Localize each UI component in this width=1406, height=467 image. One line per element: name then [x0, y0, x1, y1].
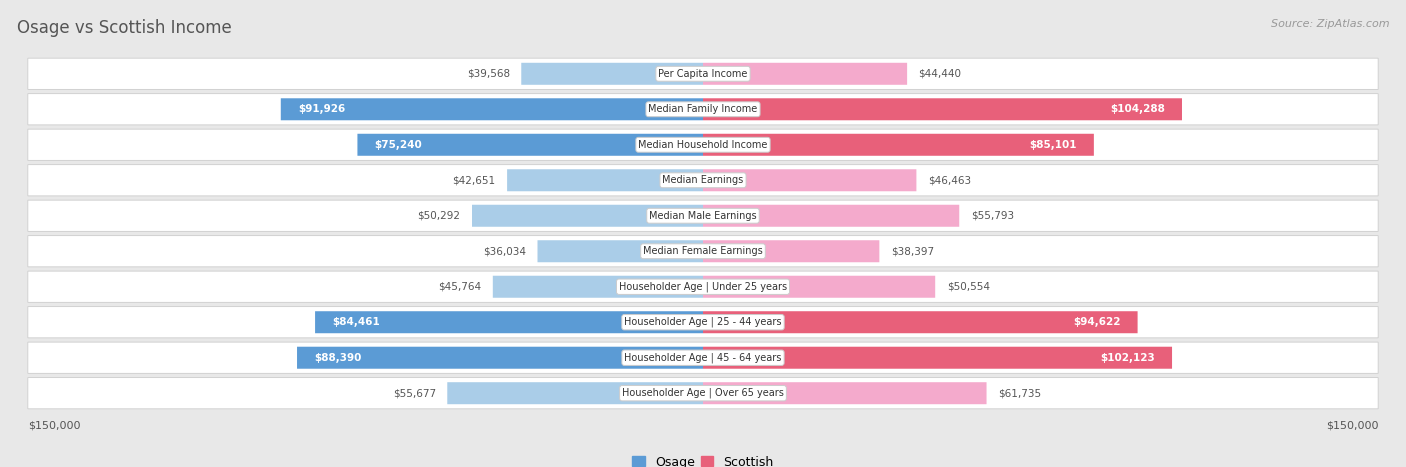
Text: Per Capita Income: Per Capita Income: [658, 69, 748, 79]
FancyBboxPatch shape: [28, 236, 1378, 267]
Text: $150,000: $150,000: [28, 421, 80, 431]
FancyBboxPatch shape: [508, 169, 703, 191]
FancyBboxPatch shape: [703, 240, 879, 262]
Text: $55,793: $55,793: [970, 211, 1014, 221]
Text: Median Earnings: Median Earnings: [662, 175, 744, 185]
FancyBboxPatch shape: [28, 378, 1378, 409]
Text: Source: ZipAtlas.com: Source: ZipAtlas.com: [1271, 19, 1389, 28]
FancyBboxPatch shape: [703, 169, 917, 191]
FancyBboxPatch shape: [28, 58, 1378, 89]
FancyBboxPatch shape: [28, 129, 1378, 160]
Text: Householder Age | Over 65 years: Householder Age | Over 65 years: [621, 388, 785, 398]
FancyBboxPatch shape: [28, 200, 1378, 231]
FancyBboxPatch shape: [703, 63, 907, 85]
Legend: Osage, Scottish: Osage, Scottish: [633, 456, 773, 467]
Text: $61,735: $61,735: [998, 388, 1042, 398]
FancyBboxPatch shape: [703, 276, 935, 298]
Text: Householder Age | Under 25 years: Householder Age | Under 25 years: [619, 282, 787, 292]
FancyBboxPatch shape: [537, 240, 703, 262]
Text: $36,034: $36,034: [484, 246, 526, 256]
Text: $85,101: $85,101: [1029, 140, 1077, 150]
FancyBboxPatch shape: [297, 347, 703, 369]
FancyBboxPatch shape: [28, 307, 1378, 338]
FancyBboxPatch shape: [315, 311, 703, 333]
Text: $94,622: $94,622: [1073, 317, 1121, 327]
FancyBboxPatch shape: [703, 311, 1137, 333]
FancyBboxPatch shape: [28, 342, 1378, 373]
Text: Osage vs Scottish Income: Osage vs Scottish Income: [17, 19, 232, 37]
Text: Median Male Earnings: Median Male Earnings: [650, 211, 756, 221]
Text: $150,000: $150,000: [1326, 421, 1378, 431]
FancyBboxPatch shape: [447, 382, 703, 404]
Text: Median Female Earnings: Median Female Earnings: [643, 246, 763, 256]
Text: Median Household Income: Median Household Income: [638, 140, 768, 150]
Text: $39,568: $39,568: [467, 69, 510, 79]
Text: $102,123: $102,123: [1099, 353, 1154, 363]
Text: $75,240: $75,240: [374, 140, 422, 150]
Text: $44,440: $44,440: [918, 69, 962, 79]
Text: $42,651: $42,651: [453, 175, 496, 185]
Text: $50,554: $50,554: [946, 282, 990, 292]
FancyBboxPatch shape: [494, 276, 703, 298]
Text: $45,764: $45,764: [439, 282, 481, 292]
Text: $88,390: $88,390: [315, 353, 361, 363]
FancyBboxPatch shape: [357, 134, 703, 156]
FancyBboxPatch shape: [28, 94, 1378, 125]
Text: $84,461: $84,461: [332, 317, 380, 327]
Text: $55,677: $55,677: [392, 388, 436, 398]
FancyBboxPatch shape: [28, 271, 1378, 302]
FancyBboxPatch shape: [281, 98, 703, 120]
FancyBboxPatch shape: [522, 63, 703, 85]
Text: $104,288: $104,288: [1109, 104, 1164, 114]
FancyBboxPatch shape: [703, 134, 1094, 156]
Text: Householder Age | 45 - 64 years: Householder Age | 45 - 64 years: [624, 353, 782, 363]
FancyBboxPatch shape: [703, 382, 987, 404]
Text: Householder Age | 25 - 44 years: Householder Age | 25 - 44 years: [624, 317, 782, 327]
FancyBboxPatch shape: [472, 205, 703, 227]
FancyBboxPatch shape: [703, 347, 1173, 369]
FancyBboxPatch shape: [703, 98, 1182, 120]
Text: $46,463: $46,463: [928, 175, 972, 185]
FancyBboxPatch shape: [703, 205, 959, 227]
Text: $91,926: $91,926: [298, 104, 346, 114]
Text: $50,292: $50,292: [418, 211, 461, 221]
Text: $38,397: $38,397: [891, 246, 934, 256]
Text: Median Family Income: Median Family Income: [648, 104, 758, 114]
FancyBboxPatch shape: [28, 165, 1378, 196]
